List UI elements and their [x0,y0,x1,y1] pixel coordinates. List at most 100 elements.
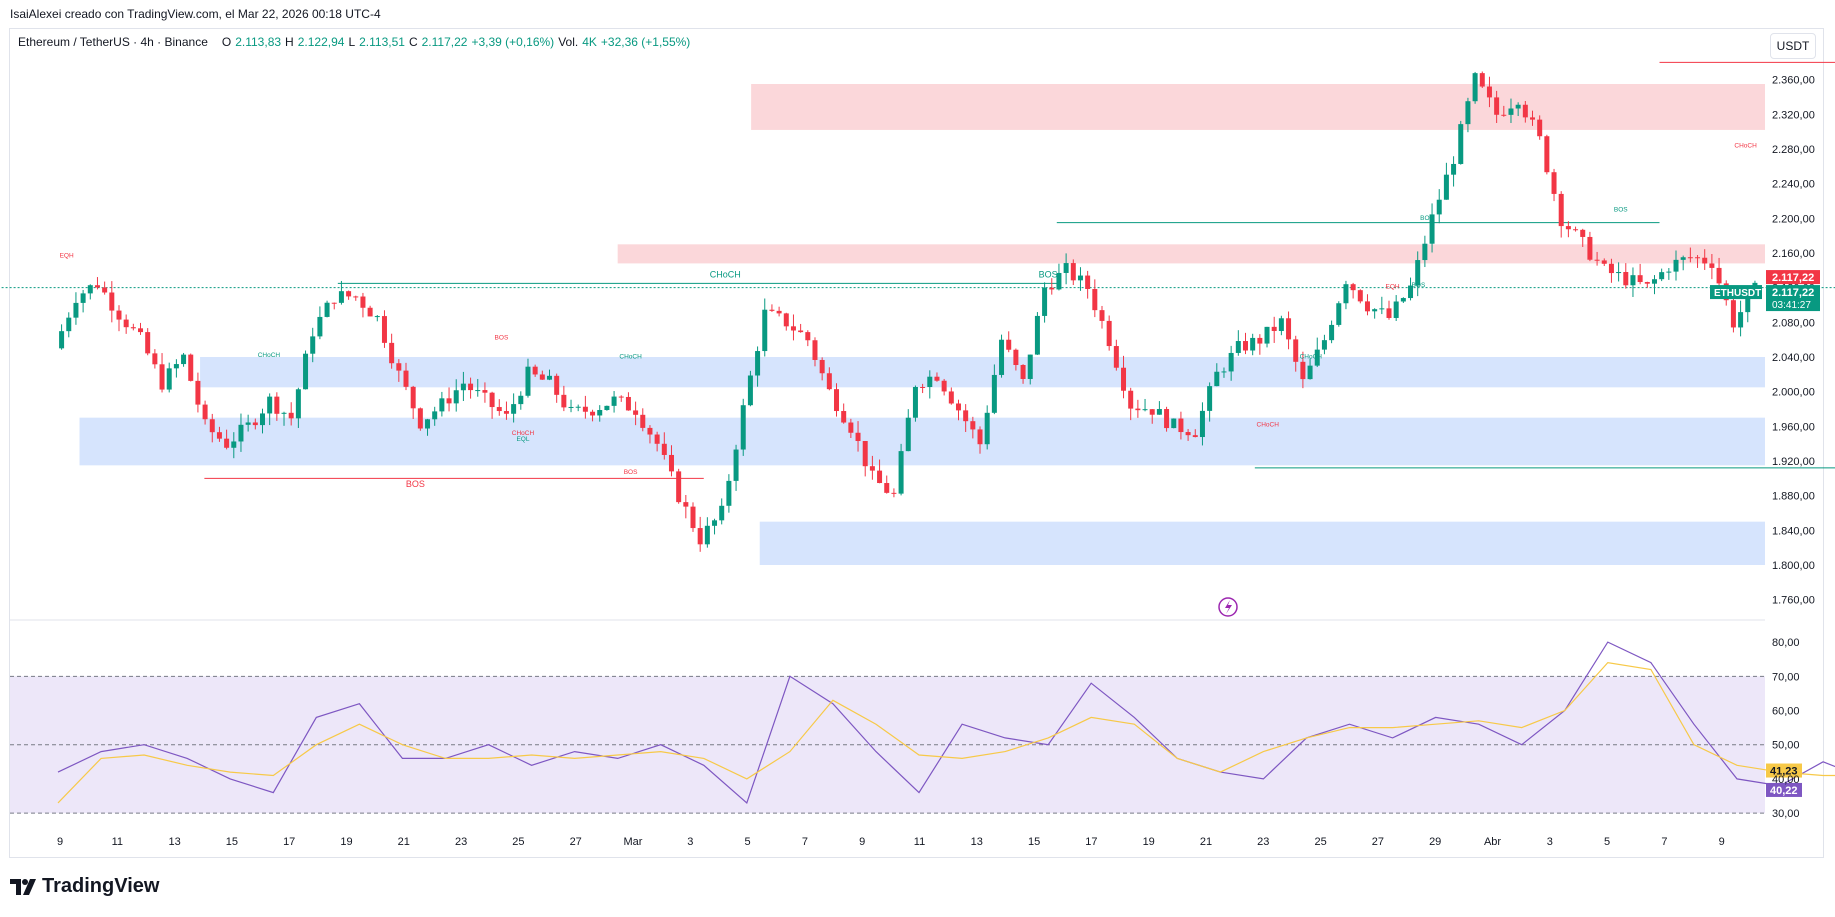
candle [216,432,222,439]
candle [812,340,818,360]
candle [259,413,265,426]
candle [511,404,517,414]
candle [1580,229,1586,237]
candle [1651,279,1657,284]
currency-button[interactable]: USDT [1770,33,1816,59]
candle [1357,290,1363,302]
candle [539,374,545,380]
rsi-tick-label: 80,00 [1772,637,1800,649]
structure-label: CHoCH [512,430,535,437]
candle [1386,308,1392,318]
candle [1257,337,1263,344]
time-tick-label: 27 [1372,836,1384,848]
candle [1537,119,1543,137]
candle [1171,418,1177,429]
rsi-value-label: 41,23 [1770,766,1798,778]
candle [1278,318,1284,332]
price-tick-label: 2.200,00 [1772,213,1815,225]
time-tick-label: 3 [687,836,693,848]
candle [625,396,631,411]
candle [338,291,344,303]
candle [1601,260,1607,264]
time-tick-label: 23 [455,836,467,848]
candle [1321,340,1327,350]
candle [66,317,72,332]
symbol-name[interactable]: Ethereum / TetherUS · 4h · Binance [18,35,208,49]
price-tick-label: 2.280,00 [1772,144,1815,156]
candle [138,328,144,333]
candle [984,412,990,445]
candle [1644,282,1650,284]
candle [1121,367,1127,391]
candle [281,412,287,414]
candle [145,332,151,354]
candle [123,319,129,328]
candle [1666,271,1672,273]
candle [1565,226,1571,230]
time-tick-label: 23 [1257,836,1269,848]
structure-label: CHoCH [258,352,281,359]
low-value: 2.113,51 [359,35,405,49]
candle [1616,272,1622,274]
high-value: 2.122,94 [297,35,345,49]
brand-name: TradingView [42,875,160,897]
candle [109,292,115,311]
candle [1738,312,1744,328]
candle [1185,432,1191,436]
tradingview-logo[interactable]: TradingView [10,875,159,898]
countdown-text: 03:41:27 [1772,300,1811,311]
structure-label: CHoCH [1734,142,1757,149]
candle [489,392,495,408]
candle [848,422,854,433]
candle [403,370,409,387]
candle [1178,418,1184,433]
candle [568,406,574,408]
structure-label: BOS [1412,282,1426,289]
structure-labels: EQHCHoCHCHoCHBOSCHoCHEQLCHoCHBOSBOSBOSBO… [60,142,1758,489]
candle [1623,272,1629,286]
candle [453,390,459,404]
candle [1235,341,1241,353]
candle [733,449,739,481]
candle [575,406,581,408]
candle [1544,136,1550,173]
price-axis: 2.360,00 2.320,00 2.280,00 2.240,00 2.200,00… [1772,75,1815,607]
alert-icon[interactable] [1218,597,1238,617]
rsi-value-tag [1766,782,1802,797]
candle [374,316,380,318]
structure-label: BOS [406,479,425,489]
candle [927,376,933,388]
change-value: +3,39 (+0,16%) [471,35,555,49]
candle [668,454,674,472]
candle [1307,365,1313,380]
candle [963,410,969,422]
candle [94,285,100,288]
structure-label: CHoCH [1257,421,1280,428]
candle [712,520,718,526]
price-tick-label: 1.760,00 [1772,595,1815,607]
time-tick-label: 11 [112,836,123,848]
candle [640,414,646,428]
candle [1350,284,1356,291]
candle [1221,371,1227,373]
time-tick-label: 21 [398,836,410,848]
time-tick-label: 13 [168,836,180,848]
structure-label: BOS [1614,206,1628,213]
supply-zone [751,84,1765,130]
rsi-tick-label: 70,00 [1772,671,1800,683]
candle [417,408,423,429]
candle [468,383,474,391]
candle [819,359,825,374]
structure-label: BOS [495,335,509,342]
high-label: H [285,35,294,49]
candle [317,316,323,337]
candle [1063,263,1069,273]
candle [1530,117,1536,120]
price-tag-green-text: 2.117,22 [1772,287,1814,299]
candle [1113,346,1119,368]
time-tick-label: 13 [971,836,983,848]
candle [1745,294,1751,313]
price-tick-label: 1.800,00 [1772,560,1815,572]
